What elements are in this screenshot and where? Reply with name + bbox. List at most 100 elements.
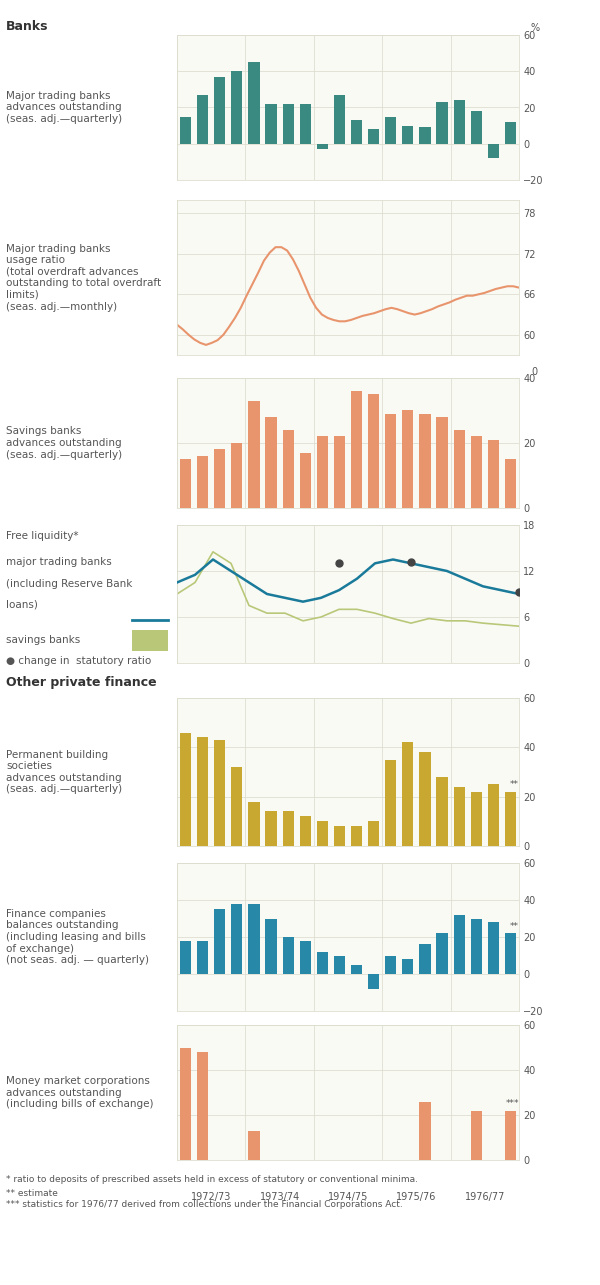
Bar	[436, 933, 448, 974]
Bar	[231, 71, 242, 144]
Text: Free liquidity*: Free liquidity*	[6, 531, 79, 541]
Text: Savings banks
advances outstanding
(seas. adj.—quarterly): Savings banks advances outstanding (seas…	[6, 427, 122, 460]
Bar	[180, 117, 191, 144]
Bar	[505, 933, 516, 974]
Bar	[180, 1047, 191, 1160]
Bar	[385, 414, 397, 508]
Bar	[402, 743, 413, 846]
Bar	[180, 732, 191, 846]
Bar	[385, 117, 397, 144]
Text: Money market corporations
advances outstanding
(including bills of exchange): Money market corporations advances outst…	[6, 1076, 154, 1109]
Text: * ratio to deposits of prescribed assets held in excess of statutory or conventi: * ratio to deposits of prescribed assets…	[6, 1174, 418, 1183]
Bar	[419, 414, 431, 508]
Bar	[197, 738, 208, 846]
Bar	[454, 100, 465, 144]
Text: %: %	[531, 23, 540, 33]
Bar	[231, 767, 242, 846]
Text: 1975/76: 1975/76	[396, 1192, 437, 1203]
Bar	[505, 122, 516, 144]
Bar	[505, 792, 516, 846]
Bar	[197, 95, 208, 144]
Bar	[470, 919, 482, 974]
Text: 1976/77: 1976/77	[464, 1192, 505, 1203]
Bar	[454, 430, 465, 508]
Bar	[248, 802, 260, 846]
Bar	[248, 1131, 260, 1160]
Bar	[265, 919, 277, 974]
Bar	[351, 391, 362, 508]
Bar	[334, 95, 345, 144]
Text: 1973/74: 1973/74	[259, 1192, 300, 1203]
Bar	[368, 974, 379, 988]
Bar	[317, 437, 328, 508]
Bar	[436, 418, 448, 508]
Bar	[299, 816, 311, 846]
Bar	[402, 410, 413, 508]
Bar	[454, 915, 465, 974]
Bar	[368, 394, 379, 508]
Bar	[197, 1052, 208, 1160]
Bar	[334, 826, 345, 846]
Bar	[505, 459, 516, 508]
Bar	[385, 759, 397, 846]
Bar	[419, 127, 431, 144]
Bar	[214, 77, 226, 144]
Bar	[231, 443, 242, 508]
Bar	[317, 821, 328, 846]
Text: ** estimate: ** estimate	[6, 1189, 58, 1198]
Bar	[214, 740, 226, 846]
Bar	[299, 941, 311, 974]
Bar	[317, 144, 328, 149]
Text: Permanent building
societies
advances outstanding
(seas. adj.—quarterly): Permanent building societies advances ou…	[6, 749, 122, 794]
Bar	[419, 944, 431, 974]
Text: Finance companies
balances outstanding
(including leasing and bills
of exchange): Finance companies balances outstanding (…	[6, 908, 149, 965]
Bar	[299, 452, 311, 508]
Bar	[283, 937, 294, 974]
Text: ***: ***	[505, 1099, 519, 1108]
Bar	[180, 459, 191, 508]
Text: Major trading banks
advances outstanding
(seas. adj.—quarterly): Major trading banks advances outstanding…	[6, 91, 122, 125]
Bar	[419, 1101, 431, 1160]
Bar	[231, 903, 242, 974]
Bar	[214, 450, 226, 508]
Bar	[265, 418, 277, 508]
Bar	[436, 102, 448, 144]
Bar	[368, 821, 379, 846]
Text: ● change in  statutory ratio: ● change in statutory ratio	[6, 655, 151, 666]
Text: Major trading banks
usage ratio
(total overdraft advances
outstanding to total o: Major trading banks usage ratio (total o…	[6, 243, 161, 311]
Bar	[334, 437, 345, 508]
Text: loans): loans)	[6, 599, 38, 609]
Bar	[248, 401, 260, 508]
Bar	[436, 777, 448, 846]
Bar	[248, 903, 260, 974]
Bar	[470, 792, 482, 846]
Bar	[317, 952, 328, 974]
Bar	[419, 752, 431, 846]
Bar	[368, 130, 379, 144]
Text: savings banks: savings banks	[6, 635, 80, 645]
Bar	[470, 1110, 482, 1160]
Bar	[488, 439, 499, 508]
Bar	[334, 956, 345, 974]
Bar	[265, 104, 277, 144]
Bar	[488, 144, 499, 158]
Text: (including Reserve Bank: (including Reserve Bank	[6, 578, 133, 589]
Text: 1974/75: 1974/75	[328, 1192, 368, 1203]
Bar	[402, 959, 413, 974]
Bar	[351, 965, 362, 974]
Bar	[470, 437, 482, 508]
Bar	[402, 126, 413, 144]
Bar	[299, 104, 311, 144]
Bar	[283, 104, 294, 144]
Bar	[180, 941, 191, 974]
Text: Banks: Banks	[6, 21, 49, 33]
Bar	[470, 111, 482, 144]
Bar	[248, 62, 260, 144]
Bar	[454, 786, 465, 846]
Bar	[283, 430, 294, 508]
Bar	[488, 923, 499, 974]
Bar	[351, 826, 362, 846]
Bar	[197, 456, 208, 508]
Text: **: **	[510, 923, 519, 932]
Bar	[505, 1110, 516, 1160]
